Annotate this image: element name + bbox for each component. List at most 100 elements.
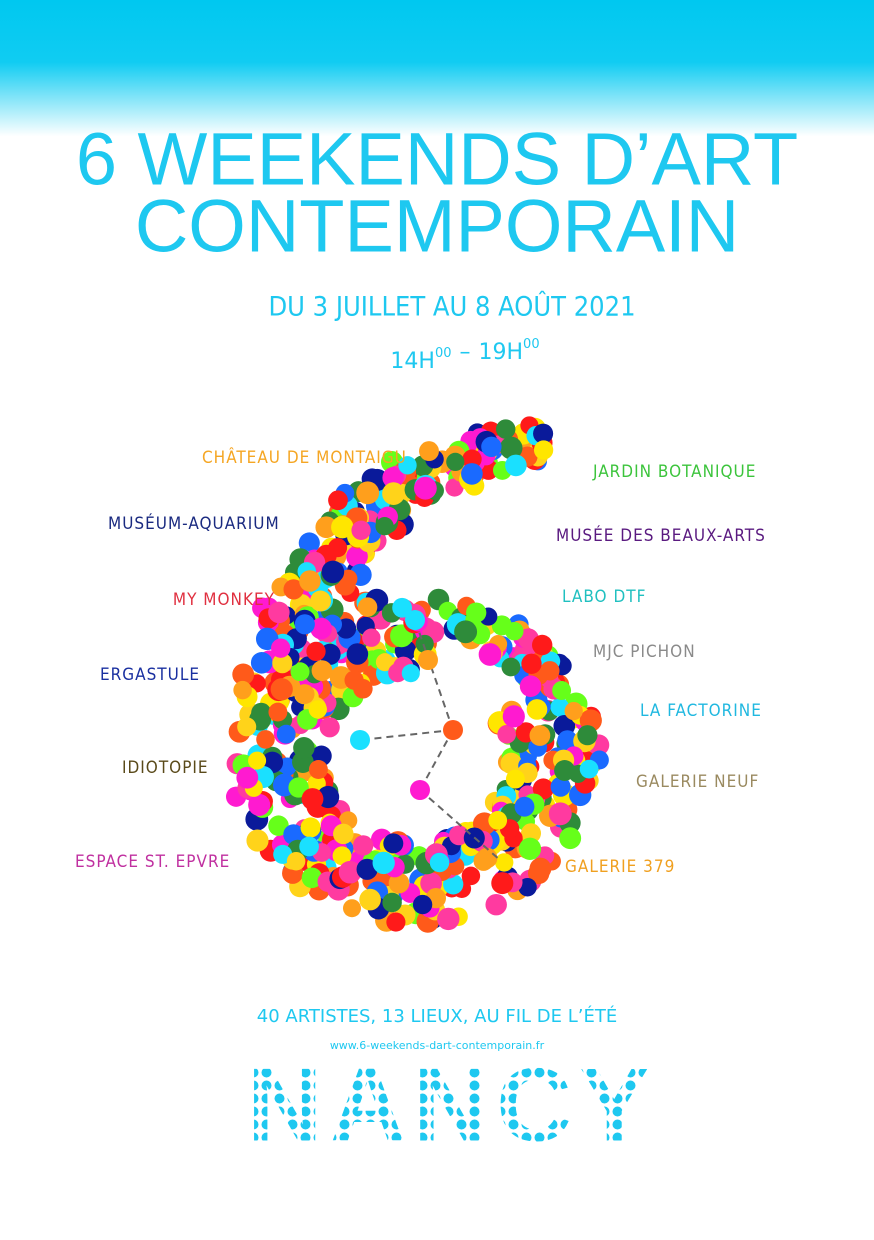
dot: [418, 650, 438, 670]
dot: [283, 579, 304, 600]
dot: [306, 641, 326, 662]
dot: [299, 836, 319, 857]
dot: [488, 811, 508, 830]
dot: [353, 835, 374, 856]
dot: [462, 449, 482, 469]
dot: [532, 778, 554, 800]
dot: [382, 892, 402, 913]
dot: [398, 456, 417, 475]
dot: [268, 815, 289, 836]
dot: [454, 620, 478, 644]
dot: [554, 760, 576, 781]
dot: [357, 597, 378, 617]
dot: [328, 490, 348, 511]
url: www.6-weekends-dart-contemporain.fr: [330, 1039, 545, 1052]
dot: [351, 520, 371, 540]
dot: [315, 516, 338, 539]
dot: [461, 463, 483, 485]
dot: [446, 452, 465, 472]
dot: [248, 793, 271, 816]
hour: 14H: [390, 349, 435, 374]
dot: [514, 796, 535, 817]
dot: [383, 833, 404, 854]
hour-sup: 00: [523, 337, 540, 352]
dot: [328, 538, 348, 558]
dot: [494, 853, 514, 872]
dot: [271, 638, 291, 658]
venue-label: GALERIE 379: [565, 857, 675, 877]
venue-labels: CHÂTEAU DE MONTAIGU JARDIN BOTANIQUE MUSÉU…: [75, 446, 766, 877]
dot: [478, 643, 502, 666]
dot: [272, 653, 293, 674]
dot: [310, 617, 332, 640]
dot: [233, 680, 252, 700]
dot: [550, 776, 571, 797]
dot: [499, 436, 523, 460]
dot: [353, 679, 373, 699]
dot: [372, 851, 395, 875]
dot: [405, 610, 425, 630]
dot: [548, 802, 572, 826]
dot: [505, 769, 525, 789]
dot: [529, 725, 551, 746]
venue-label: MJC PICHON: [593, 642, 696, 662]
dot: [359, 888, 381, 911]
dot: [502, 705, 525, 728]
dot: [519, 675, 542, 697]
dot: [564, 701, 583, 721]
dot: [283, 824, 304, 845]
dot: [497, 724, 517, 744]
venue-label: JARDIN BOTANIQUE: [592, 462, 756, 482]
dot: [237, 717, 257, 737]
dot-six: [225, 416, 610, 933]
dot: [332, 846, 352, 866]
dot: [419, 441, 439, 462]
dot: [300, 817, 321, 838]
dot: [521, 653, 542, 674]
dates: DU 3 JUILLET AU 8 AOÛT 2021: [268, 291, 635, 323]
dot: [270, 678, 293, 701]
dot: [310, 590, 331, 612]
dot: [268, 702, 288, 722]
dot: [293, 737, 315, 759]
hours-separator: –: [460, 340, 471, 365]
dot: [491, 872, 514, 895]
venue-label: MUSÉUM-AQUARIUM: [108, 512, 280, 534]
dot: [346, 643, 369, 665]
dot: [466, 602, 487, 623]
dot: [579, 759, 599, 779]
dot: [414, 476, 437, 500]
dot: [308, 760, 328, 779]
dot: [529, 857, 552, 880]
dot: [443, 874, 464, 895]
venue-label: IDIOTOPIE: [122, 758, 209, 778]
dot: [256, 730, 275, 749]
dot: [501, 657, 521, 677]
dot: [552, 681, 572, 700]
hour-sup: 00: [435, 346, 452, 361]
dot: [248, 751, 267, 770]
dot: [485, 893, 507, 916]
dot: [382, 467, 404, 489]
dot: [533, 423, 554, 444]
dot: [481, 436, 502, 457]
dot: [338, 860, 362, 884]
dot: [346, 545, 368, 568]
dot: [532, 634, 553, 656]
dot: [308, 700, 327, 719]
dot: [533, 440, 554, 460]
dot: [290, 662, 310, 682]
dot: [350, 730, 370, 750]
venue-label: MY MONKEY: [173, 590, 275, 610]
dot: [298, 532, 320, 554]
hour: 19H: [479, 340, 524, 365]
path-line: [359, 729, 454, 741]
dot: [443, 720, 463, 740]
dot: [557, 730, 578, 751]
dot: [505, 454, 527, 477]
dot: [412, 894, 433, 915]
venue-label: MUSÉE DES BEAUX-ARTS: [556, 524, 766, 546]
dot: [375, 653, 394, 672]
dot: [448, 825, 469, 846]
